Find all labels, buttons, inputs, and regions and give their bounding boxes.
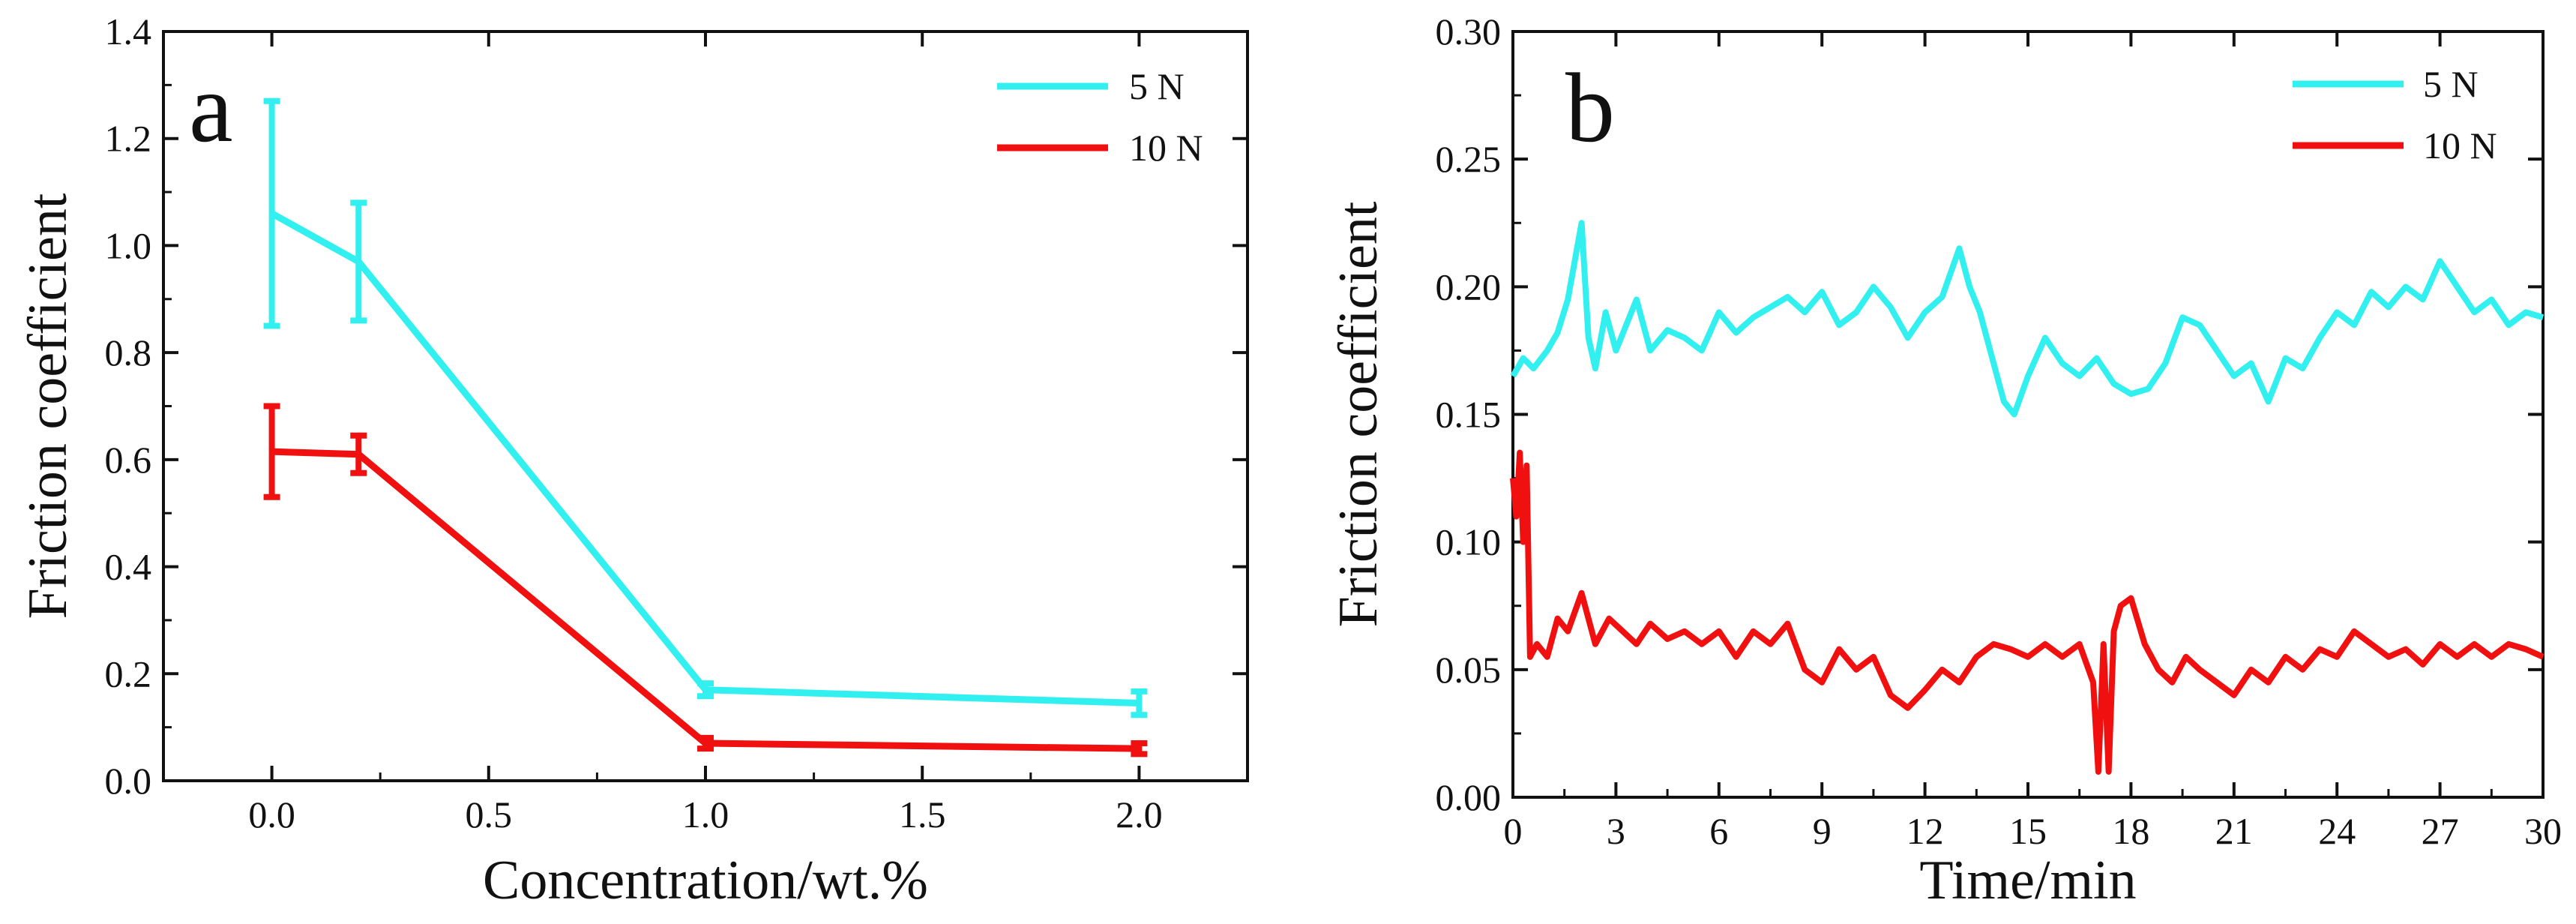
y-tick-label: 0.30 bbox=[1436, 10, 1502, 52]
series-line bbox=[1510, 220, 2545, 418]
y-tick-label: 0.00 bbox=[1436, 776, 1502, 818]
y-tick-label: 1.0 bbox=[105, 224, 152, 266]
y-tick-label: 0.8 bbox=[105, 332, 152, 374]
x-tick-label: 1.0 bbox=[682, 794, 729, 836]
legend-label: 10 N bbox=[2423, 124, 2497, 166]
series-line bbox=[271, 448, 1140, 752]
panel-label: a bbox=[189, 52, 233, 163]
x-axis-title: Time/min bbox=[1919, 850, 2136, 911]
x-tick-label: 21 bbox=[2215, 810, 2253, 852]
y-tick-label: 1.4 bbox=[105, 10, 152, 52]
panel-a-friction-vs-concentration: 0.0 0.5 1.0 1.5 2.0 0.0 0.2 0.4 0.6 0.8 1.0 1.2 1.4 C… bbox=[17, 10, 1249, 911]
x-tick-label: 3 bbox=[1607, 810, 1625, 852]
panel-b-friction-vs-time: 0 3 6 9 12 15 18 21 24 27 30 0.00 0.05 0.10 0.15 0.20 0.… bbox=[1328, 10, 2562, 911]
x-tick-label: 30 bbox=[2524, 810, 2562, 852]
panel-label: b bbox=[1565, 52, 1615, 163]
y-tick-label: 0.2 bbox=[105, 652, 152, 694]
series-5n bbox=[263, 98, 1148, 718]
x-tick-label: 6 bbox=[1709, 810, 1728, 852]
x-tick-label: 2.0 bbox=[1116, 794, 1163, 836]
plot-frame-a bbox=[162, 30, 1249, 782]
series-10n bbox=[1510, 449, 2545, 775]
y-tick-label: 1.2 bbox=[105, 118, 152, 160]
y-axis-title: Friction coefficient bbox=[1328, 201, 1389, 627]
x-tick-label: 18 bbox=[2112, 810, 2149, 852]
legend-label: 5 N bbox=[2423, 63, 2479, 105]
y-tick-label: 0.10 bbox=[1436, 521, 1502, 563]
x-tick-label: 0 bbox=[1504, 810, 1523, 852]
series-line bbox=[270, 210, 1140, 707]
y-tick-label: 0.0 bbox=[105, 760, 152, 802]
y-tick-label: 0.20 bbox=[1436, 266, 1502, 308]
x-tick-label: 15 bbox=[2009, 810, 2047, 852]
legend-label: 10 N bbox=[1129, 127, 1203, 169]
x-tick-label: 9 bbox=[1813, 810, 1832, 852]
y-tick-label: 0.6 bbox=[105, 439, 152, 481]
x-tick-label: 24 bbox=[2318, 810, 2356, 852]
x-tick-label: 1.5 bbox=[899, 794, 946, 836]
x-axis-title: Concentration/wt.% bbox=[483, 850, 928, 911]
x-tick-label: 0.0 bbox=[248, 794, 295, 836]
x-tick-label: 12 bbox=[1907, 810, 1944, 852]
series-line bbox=[1510, 449, 2545, 775]
y-tick-label: 0.15 bbox=[1436, 394, 1502, 436]
legend-label: 5 N bbox=[1129, 65, 1185, 107]
series-10n bbox=[263, 403, 1148, 758]
y-tick-label: 0.25 bbox=[1436, 138, 1502, 180]
y-tick-label: 0.05 bbox=[1436, 649, 1502, 691]
x-tick-label: 0.5 bbox=[466, 794, 513, 836]
series-5n bbox=[1510, 220, 2545, 418]
y-tick-label: 0.4 bbox=[105, 546, 152, 588]
y-axis-title: Friction coefficient bbox=[17, 193, 79, 619]
x-tick-label: 27 bbox=[2422, 810, 2459, 852]
